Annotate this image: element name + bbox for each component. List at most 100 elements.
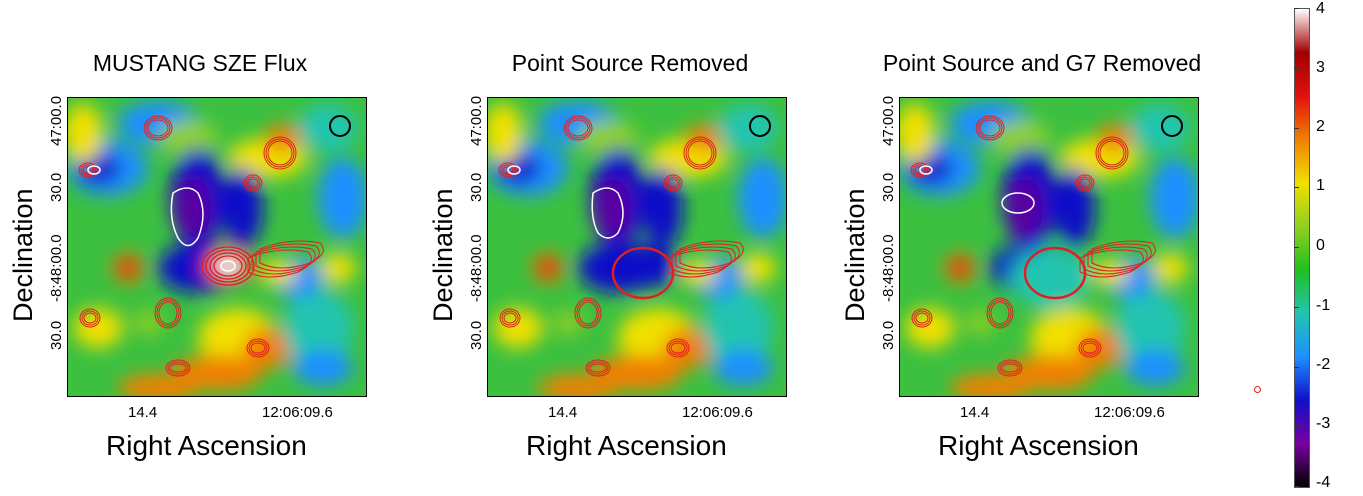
red-contour [167,361,189,375]
red-contour [78,162,98,178]
white-contour [1001,192,1035,214]
flux-region [990,120,1050,156]
red-contour [986,297,1014,329]
red-contour [201,246,255,286]
flux-region [713,350,773,386]
red-contour [1087,243,1152,272]
red-contour [587,361,609,375]
red-contour [1083,246,1148,275]
flux-region [905,308,955,348]
x-tick-label: 14.4 [128,404,158,421]
flux-region [950,258,970,278]
flux-region [595,178,631,238]
red-contour [915,312,929,324]
flux-region [578,120,638,156]
red-contour [565,117,591,139]
red-contour [667,178,679,188]
scale-marker [1254,386,1261,393]
red-contour [143,115,173,141]
red-contour [675,243,740,272]
red-contour [1079,178,1091,188]
red-contour [990,301,1010,325]
y-tick-label: -8:48:00.0 [468,234,485,302]
flux-region [118,258,138,278]
red-contour [83,312,97,324]
panel-title: Point Source and G7 Removed [882,50,1202,76]
red-contour [1075,174,1095,192]
colorbar-tick-mark [1294,8,1299,9]
sze-map-image [68,98,366,396]
flux-field [900,101,1198,396]
y-axis-label: Declination [8,188,38,322]
red-contour [503,312,517,324]
panel-title: Point Source Removed [511,50,749,76]
colorbar-tick-mark [1294,187,1299,189]
red-contour [255,243,320,272]
x-tick-label: 12:06:09.6 [1094,404,1165,421]
flux-region [258,261,298,285]
colorbar-tick-label: 0 [1316,237,1325,254]
red-contour [1078,338,1102,358]
colorbar-tick-mark [1294,247,1299,248]
y-tick-label: 47:00.0 [48,95,65,146]
flux-region [1005,355,1095,391]
flux-region [678,261,718,285]
red-contour [209,252,247,280]
red-contour [988,299,1012,327]
flux-region [643,168,683,248]
flux-region [293,350,353,386]
beam-circle [749,115,771,137]
flux-region [158,120,218,156]
y-tick-label: 30.0 [48,320,65,350]
red-contour [245,176,261,190]
colorbar-tick-label: -3 [1316,415,1331,432]
x-axis-label: Right Ascension [106,430,307,461]
flux-region [1125,350,1185,386]
colorbar-tick-mark [1294,366,1299,368]
colorbar-tick-label: 4 [1316,0,1325,17]
y-tick-label: 47:00.0 [880,95,897,146]
red-contour [250,342,266,354]
x-tick-label: 14.4 [548,404,578,421]
flux-region [703,288,773,368]
red-contour [1091,240,1156,269]
flux-region [175,178,211,238]
red-contour [81,310,99,326]
red-contour [578,301,598,325]
red-contour [567,119,589,137]
red-contour [265,138,295,168]
white-contour [507,165,521,175]
red-contour [145,117,171,139]
panel-1: MUSTANG SZE Flux Declination 47:00.0 30.… [0,0,420,496]
red-contour [1023,246,1087,300]
red-contour [683,136,717,170]
flux-region [488,103,523,163]
red-contour [1080,340,1100,356]
y-tick-label: -8:48:00.0 [880,234,897,302]
red-contour [1082,342,1098,354]
red-contour [501,310,519,326]
red-contour [251,246,316,275]
red-contour [977,117,1003,139]
flux-region [1152,253,1188,283]
flux-region [1090,261,1130,285]
red-contour [502,166,514,174]
red-contour [1001,363,1019,373]
colorbar-tick-mark [1294,426,1299,428]
red-contour [1099,140,1125,166]
flux-region [538,258,558,278]
x-tick-label: 14.4 [960,404,990,421]
flux-region [68,103,103,163]
red-contour [500,164,516,176]
colorbar-tick-mark [1294,486,1299,487]
flux-region [950,374,1030,396]
red-contour [979,119,1001,137]
flux-region [1055,168,1095,248]
red-contour [910,162,930,178]
y-tick-label: 30.0 [880,172,897,202]
flux-region [493,308,543,348]
red-contour [169,363,187,373]
red-contour [685,138,715,168]
red-contour [997,359,1023,377]
red-contour [1077,176,1093,190]
